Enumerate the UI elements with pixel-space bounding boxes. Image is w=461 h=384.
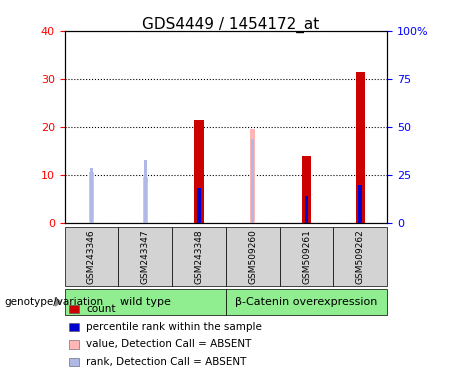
- Bar: [305, 196, 308, 223]
- Bar: [250, 129, 255, 223]
- Text: percentile rank within the sample: percentile rank within the sample: [86, 322, 262, 332]
- Text: GSM243348: GSM243348: [195, 229, 203, 284]
- Bar: [301, 156, 311, 223]
- Text: GSM243346: GSM243346: [87, 229, 96, 284]
- Text: wild type: wild type: [120, 297, 171, 307]
- Text: rank, Detection Call = ABSENT: rank, Detection Call = ABSENT: [86, 357, 247, 367]
- Text: GSM509261: GSM509261: [302, 229, 311, 284]
- Text: genotype/variation: genotype/variation: [5, 297, 104, 307]
- Text: GSM509262: GSM509262: [356, 229, 365, 284]
- Bar: [90, 167, 93, 223]
- Text: GSM243347: GSM243347: [141, 229, 150, 284]
- Bar: [89, 172, 94, 223]
- Bar: [142, 177, 148, 223]
- Bar: [194, 119, 204, 223]
- Text: count: count: [86, 304, 116, 314]
- Bar: [251, 139, 254, 223]
- Bar: [197, 188, 201, 223]
- Bar: [355, 71, 365, 223]
- Bar: [144, 161, 147, 223]
- Text: GDS4449 / 1454172_at: GDS4449 / 1454172_at: [142, 17, 319, 33]
- Text: value, Detection Call = ABSENT: value, Detection Call = ABSENT: [86, 339, 252, 349]
- Text: GSM509260: GSM509260: [248, 229, 257, 284]
- Bar: [359, 185, 362, 223]
- Text: β-Catenin overexpression: β-Catenin overexpression: [236, 297, 378, 307]
